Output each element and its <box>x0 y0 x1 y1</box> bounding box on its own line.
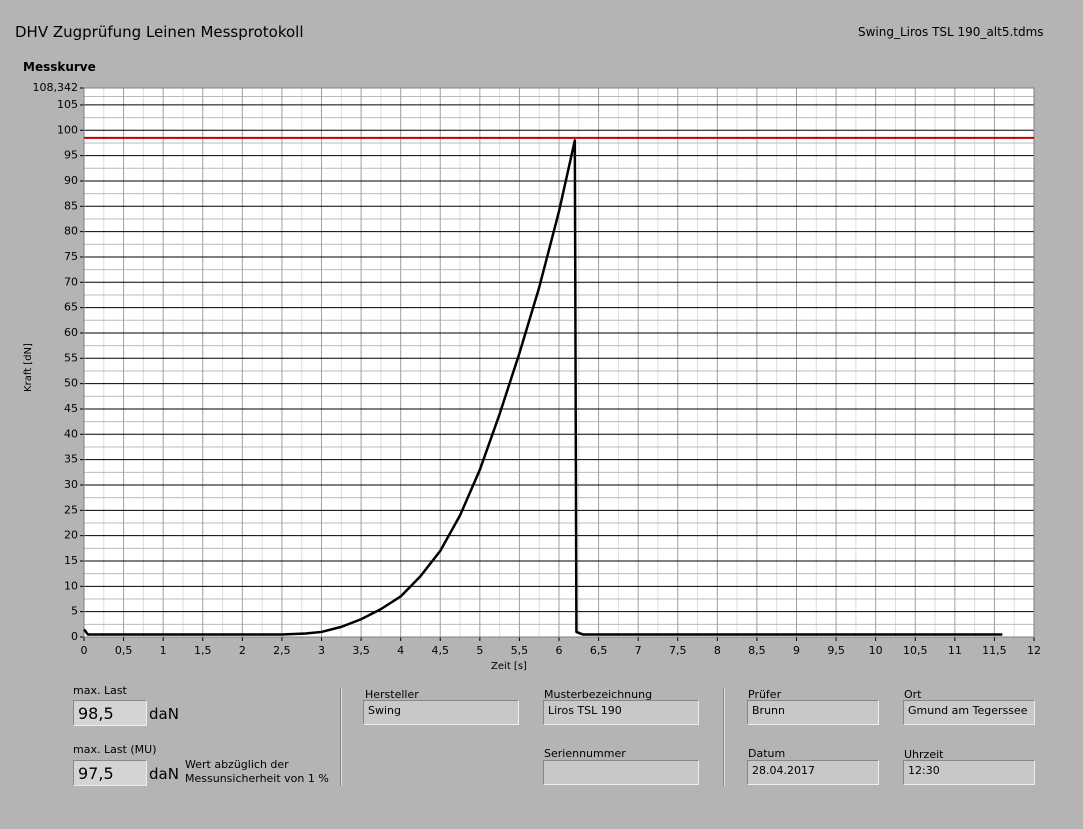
x-tick-label: 0 <box>81 644 88 657</box>
x-tick-label: 5,5 <box>511 644 529 657</box>
y-tick-label: 30 <box>64 478 78 491</box>
value-box: 98,5 <box>73 700 147 726</box>
field-label: Hersteller <box>365 688 419 701</box>
x-tick-label: 1,5 <box>194 644 212 657</box>
x-tick-label: 12 <box>1027 644 1041 657</box>
y-tick-label: 0 <box>71 630 78 643</box>
field-label: Prüfer <box>748 688 782 701</box>
y-tick-label: 60 <box>64 326 78 339</box>
chart-title: Messkurve <box>23 60 96 74</box>
y-tick-label: 5 <box>71 605 78 618</box>
plot-border <box>83 87 1035 638</box>
x-tick-label: 4,5 <box>432 644 450 657</box>
y-tick-label: 90 <box>64 174 78 187</box>
y-tick-label: 105 <box>57 98 78 111</box>
separator <box>723 688 725 786</box>
text-field: Swing <box>363 700 519 725</box>
field-label: Seriennummer <box>544 747 626 760</box>
y-tick-label: 50 <box>64 377 78 390</box>
text-field: Liros TSL 190 <box>543 700 699 725</box>
y-tick-label: 25 <box>64 503 78 516</box>
y-tick-label: 15 <box>64 554 78 567</box>
x-tick-label: 11,5 <box>982 644 1007 657</box>
x-tick-label: 6 <box>556 644 563 657</box>
y-tick-label: 55 <box>64 351 78 364</box>
field-label: Musterbezeichnung <box>544 688 653 701</box>
y-tick-label: 65 <box>64 301 78 314</box>
y-tick-label: 108,342 <box>33 81 79 94</box>
x-tick-label: 7 <box>635 644 642 657</box>
y-tick-label: 80 <box>64 225 78 238</box>
field-label: max. Last (MU) <box>73 743 157 756</box>
x-tick-label: 10,5 <box>903 644 928 657</box>
x-tick-label: 2,5 <box>273 644 291 657</box>
y-tick-label: 70 <box>64 275 78 288</box>
note: Wert abzüglich der <box>185 758 289 771</box>
chart: 0 0,5 1 1,5 2 2,5 3 3,5 4 4,5 5 5,5 6 6,5 7 7,5 8 8,5 9 9,5… <box>23 81 1041 672</box>
x-tick-label: 2 <box>239 644 246 657</box>
x-tick-label: 8 <box>714 644 721 657</box>
x-tick-label: 3 <box>318 644 325 657</box>
note: Messunsicherheit von 1 % <box>185 772 329 785</box>
page-title: DHV Zugprüfung Leinen Messprotokoll <box>15 23 304 41</box>
text-field: 28.04.2017 <box>747 760 879 785</box>
x-tick-label: 5 <box>476 644 483 657</box>
x-tick-label: 10 <box>869 644 883 657</box>
x-tick-label: 9,5 <box>827 644 845 657</box>
x-tick-label: 1 <box>160 644 167 657</box>
field-label: max. Last <box>73 684 127 697</box>
unit: daN <box>149 765 179 783</box>
y-tick-label: 35 <box>64 453 78 466</box>
y-tick-label: 10 <box>64 579 78 592</box>
y-tick-label: 100 <box>57 123 78 136</box>
y-tick-label: 40 <box>64 427 78 440</box>
value-box: 97,5 <box>73 760 147 786</box>
y-tick-label: 75 <box>64 250 78 263</box>
field-label: Uhrzeit <box>904 748 944 761</box>
x-tick-label: 4 <box>397 644 404 657</box>
x-tick-label: 3,5 <box>352 644 370 657</box>
x-tick-label: 9 <box>793 644 800 657</box>
x-tick-label: 6,5 <box>590 644 608 657</box>
file-name: Swing_Liros TSL 190_alt5.tdms <box>858 25 1044 39</box>
y-axis-label: Kraft [dN] <box>23 343 34 392</box>
y-tick-label: 85 <box>64 199 78 212</box>
field-label: Datum <box>748 747 786 760</box>
x-axis-label: Zeit [s] <box>491 661 527 672</box>
text-field: Brunn <box>747 700 879 725</box>
text-field: 12:30 <box>903 760 1035 785</box>
x-tick-label: 8,5 <box>748 644 766 657</box>
x-tick-label: 7,5 <box>669 644 687 657</box>
x-tick-label: 0,5 <box>115 644 133 657</box>
text-field <box>543 760 699 785</box>
separator <box>340 688 342 786</box>
x-tick-label: 11 <box>948 644 962 657</box>
y-tick-label: 95 <box>64 149 78 162</box>
y-tick-label: 20 <box>64 529 78 542</box>
y-tick-label: 45 <box>64 402 78 415</box>
force-curve <box>83 139 1003 636</box>
unit: daN <box>149 705 179 723</box>
field-label: Ort <box>904 688 922 701</box>
text-field: Gmund am Tegerssee <box>903 700 1035 725</box>
